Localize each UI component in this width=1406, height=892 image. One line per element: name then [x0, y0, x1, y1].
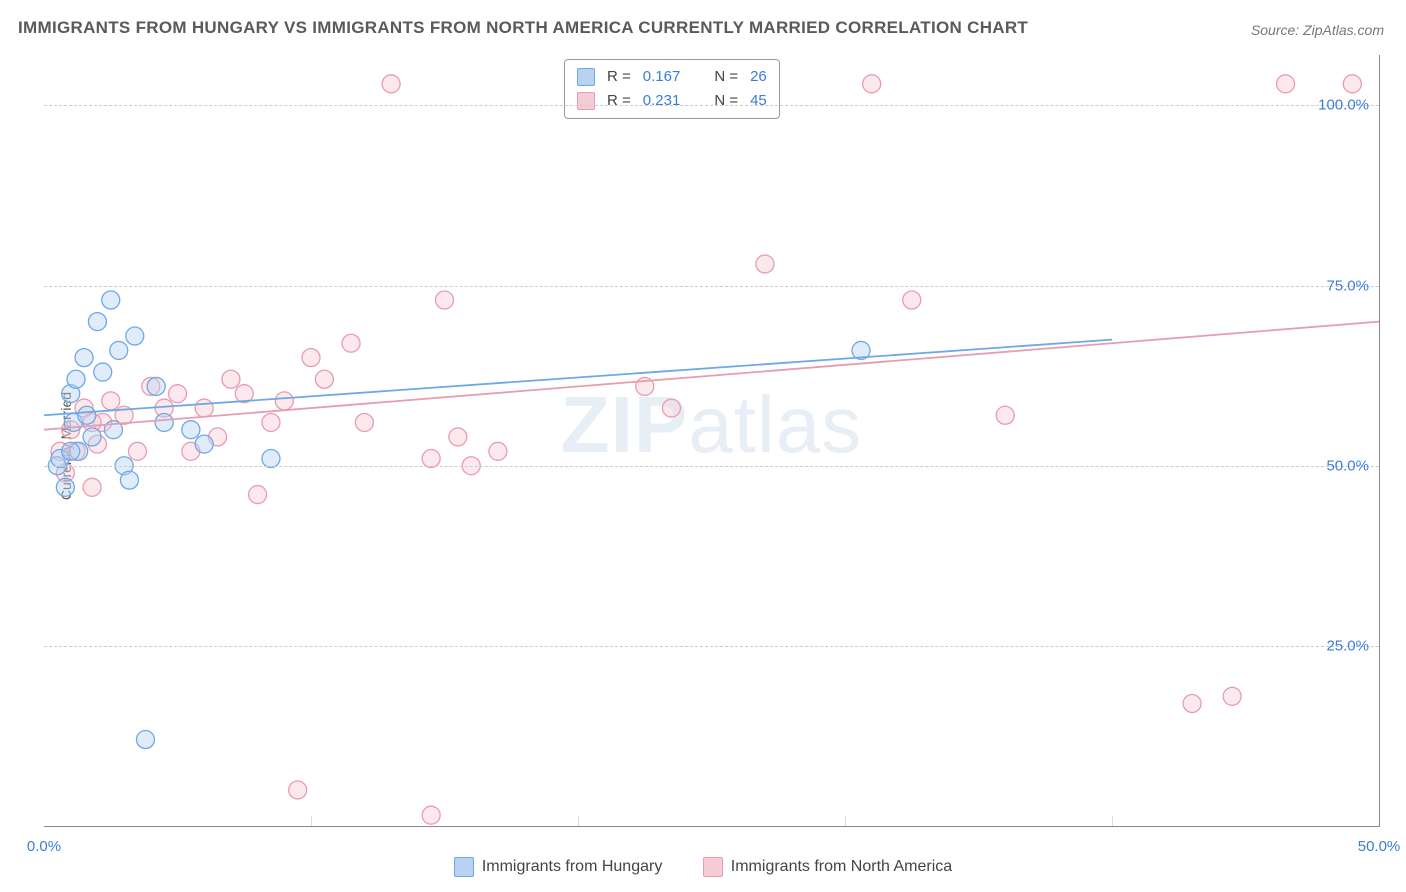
- stats-row-na: R = 0.231 N = 45: [577, 89, 767, 113]
- gridline-h: [44, 105, 1379, 106]
- legend-label-na: Immigrants from North America: [731, 858, 952, 876]
- x-minor-tick: [1112, 816, 1113, 826]
- r-label-2: R =: [607, 89, 631, 113]
- chart-title: IMMIGRANTS FROM HUNGARY VS IMMIGRANTS FR…: [18, 18, 1028, 38]
- x-tick-label: 50.0%: [1358, 838, 1401, 855]
- n-value-hungary: 26: [750, 65, 767, 89]
- x-tick-label: 0.0%: [27, 838, 61, 855]
- gridline-h: [44, 286, 1379, 287]
- r-label: R =: [607, 65, 631, 89]
- chart-container: IMMIGRANTS FROM HUNGARY VS IMMIGRANTS FR…: [0, 0, 1406, 892]
- x-minor-tick: [311, 816, 312, 826]
- swatch-north-america: [577, 92, 595, 110]
- legend-item-na: Immigrants from North America: [703, 857, 952, 877]
- r-value-na: 0.231: [643, 89, 681, 113]
- chart-svg: [44, 55, 1379, 826]
- legend-swatch-north-america: [703, 857, 723, 877]
- x-minor-tick: [845, 816, 846, 826]
- stats-legend-box: R = 0.167 N = 26 R = 0.231 N = 45: [564, 59, 780, 119]
- y-tick-label: 100.0%: [1318, 97, 1369, 114]
- n-value-na: 45: [750, 89, 767, 113]
- y-tick-label: 75.0%: [1326, 277, 1369, 294]
- legend-item-hungary: Immigrants from Hungary: [454, 857, 663, 877]
- gridline-h: [44, 646, 1379, 647]
- legend-swatch-hungary: [454, 857, 474, 877]
- y-tick-label: 25.0%: [1326, 637, 1369, 654]
- plot-area: ZIPatlas R = 0.167 N = 26 R = 0.231 N = …: [44, 55, 1380, 827]
- y-tick-label: 50.0%: [1326, 457, 1369, 474]
- stats-row-hungary: R = 0.167 N = 26: [577, 65, 767, 89]
- gridline-h: [44, 466, 1379, 467]
- source-label: Source: ZipAtlas.com: [1251, 22, 1384, 38]
- n-label: N =: [714, 65, 738, 89]
- bottom-legend: Immigrants from Hungary Immigrants from …: [0, 857, 1406, 882]
- r-value-hungary: 0.167: [643, 65, 681, 89]
- legend-label-hungary: Immigrants from Hungary: [482, 858, 663, 876]
- n-label-2: N =: [714, 89, 738, 113]
- x-minor-tick: [578, 816, 579, 826]
- swatch-hungary: [577, 68, 595, 86]
